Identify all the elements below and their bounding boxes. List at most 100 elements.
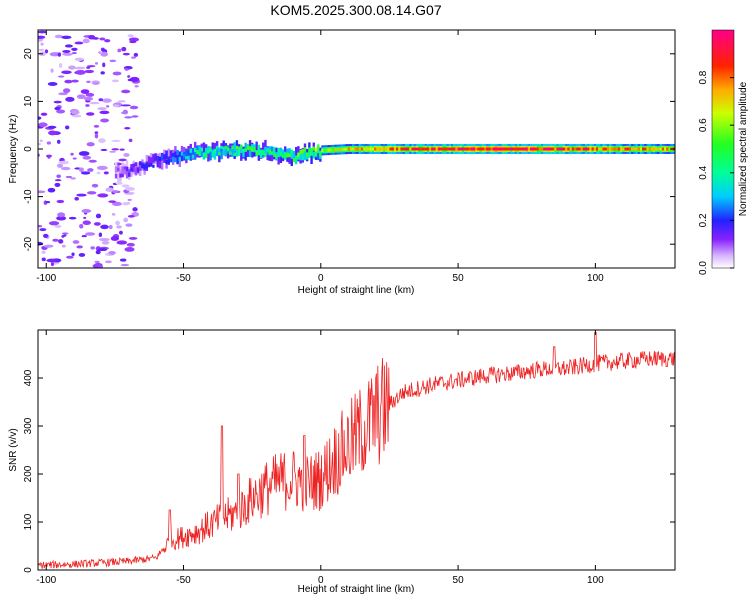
noise-speck [72,240,80,244]
noise-speck [39,228,47,232]
ridge-mark [294,155,298,160]
noise-speck [131,56,136,59]
noise-speck [111,139,121,142]
noise-speck [64,44,73,48]
ridge-mark [655,147,658,151]
noise-speck [63,234,67,237]
ridge-mark [288,153,291,158]
ridge-mark [218,147,221,156]
ridge-mark [549,147,553,151]
noise-speck [89,101,100,105]
ridge-mark [573,147,577,151]
ridge-mark [624,147,627,151]
ridge-mark [226,147,230,152]
ridge-mark [244,146,247,161]
ridge-mark [231,148,234,157]
noise-speck [117,100,126,103]
ridge-mark [565,147,568,151]
noise-speck [56,216,67,221]
ridge-mark [523,147,526,151]
ridge-mark [152,164,155,168]
ridge-mark [235,145,239,150]
ridge-mark [114,166,118,173]
ridge-mark [266,148,269,153]
ridge-mark [569,147,572,151]
ridge-mark [150,157,153,165]
noise-speck [71,252,75,256]
ridge-mark [536,147,540,151]
noise-speck [76,245,83,249]
ridge-mark [277,148,280,152]
noise-speck [43,233,49,238]
ridge-mark [207,150,210,154]
noise-speck [127,215,135,218]
ridge-mark [494,147,498,151]
y-tick-label: 200 [23,465,34,482]
ridge-mark [156,156,160,160]
x-tick-label: 100 [587,273,604,284]
noise-speck [86,112,95,116]
noise-speck [111,148,119,151]
ridge-mark [117,167,120,172]
ridge-mark [215,147,219,157]
ridge-mark [154,156,157,160]
noise-speck [98,98,104,102]
ridge-mark [209,151,212,161]
noise-speck [76,193,87,197]
noise-speck [75,69,86,75]
ridge-mark [321,148,324,152]
ridge-mark [233,152,236,157]
ridge-mark [130,167,133,172]
noise-speck [128,138,133,143]
noise-speck [86,66,91,69]
ridge-mark [222,147,225,156]
ridge-mark [589,147,592,151]
y-tick-label: -10 [23,189,34,204]
noise-speck [86,142,95,147]
noise-speck [98,51,102,54]
noise-speck [118,158,127,162]
noise-speck [97,248,108,252]
noise-speck [54,224,62,228]
ridge-mark [143,164,146,170]
noise-speck [101,240,110,245]
ridge-mark [262,150,265,155]
colorbar-ticks: 0.0 0.2 0.4 0.6 0.8 [698,70,734,275]
ridge-mark [653,147,656,151]
noise-speck [96,171,101,175]
ridge-mark [492,147,496,151]
ridge-mark [202,142,206,155]
ridge-mark [248,146,252,150]
ridge-mark [556,147,559,151]
noise-speck [64,79,73,84]
ridge-mark [147,163,151,168]
ridge-mark [347,147,351,151]
ridge-mark [387,147,390,151]
ridge-mark [343,147,346,151]
ridge-mark [237,146,241,152]
ridge-mark [257,144,261,152]
chart-title: KOM5.2025.300.08.14.G07 [270,2,441,18]
ridge-mark [391,147,395,151]
noise-speck [108,200,117,203]
ridge-mark [468,147,471,151]
ridge-mark [341,147,344,151]
ridge-mark [486,147,489,151]
ridge-mark [657,147,660,151]
snr-ticks: -100 -50 0 50 100 0 100 200 300 400 [23,330,675,586]
ridge-mark [169,150,173,159]
ridge-mark [400,147,403,151]
ridge-mark [360,147,364,151]
ridge-mark [538,147,542,151]
noise-speck [96,165,108,171]
colorbar-label: Normalized spectral amplitude [738,81,749,216]
noise-speck [46,141,52,145]
ridge-mark [200,147,203,158]
ridge-mark [268,149,272,154]
noise-speck [38,116,42,120]
ridge-mark [415,147,419,151]
ridge-mark [297,153,300,157]
ridge-mark [240,146,243,154]
ridge-mark [534,147,537,151]
ridge-mark [134,167,138,175]
